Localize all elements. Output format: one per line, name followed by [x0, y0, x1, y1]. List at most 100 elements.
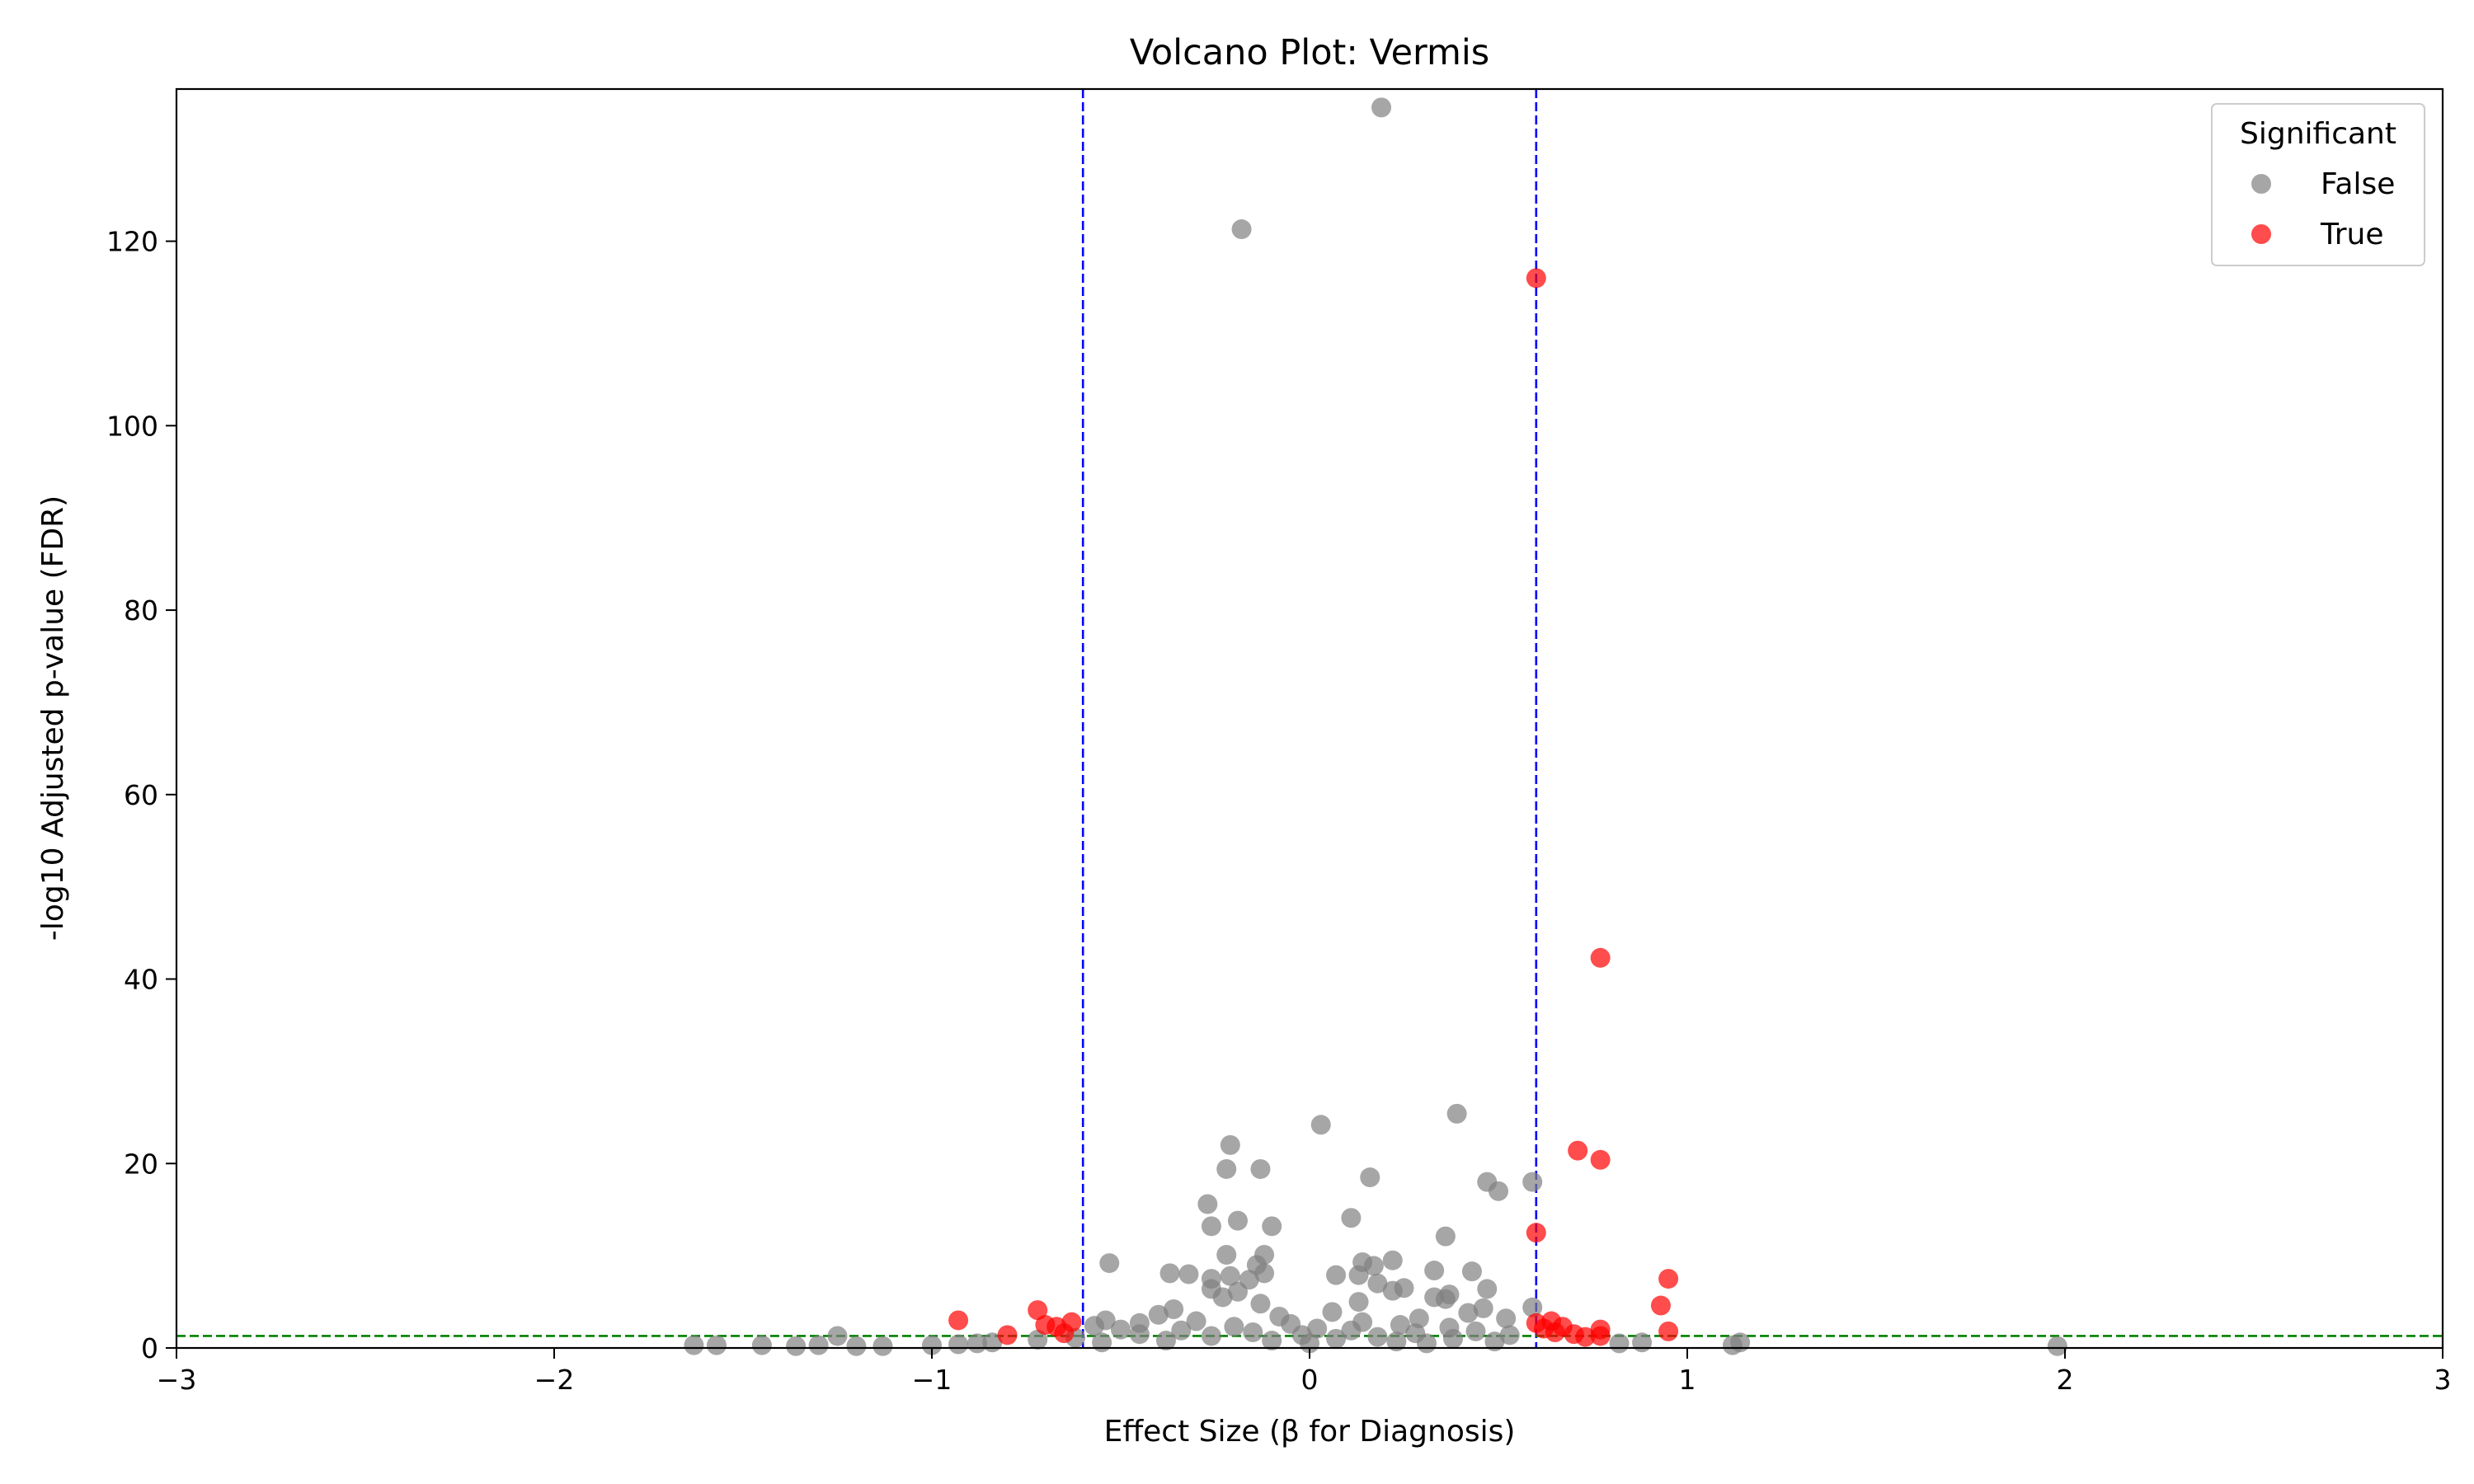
point-false-85: [1092, 1332, 1112, 1353]
point-false-23: [1363, 1256, 1384, 1276]
point-false-17: [1216, 1245, 1237, 1266]
point-false-66: [1171, 1320, 1192, 1341]
y-tick-label: 100: [106, 410, 158, 442]
y-axis-label: -log10 Adjusted p-value (FDR): [36, 495, 70, 941]
point-false-89: [684, 1335, 704, 1355]
point-false-71: [1129, 1324, 1150, 1345]
y-tick-label: 40: [124, 964, 158, 996]
point-false-56: [1186, 1311, 1206, 1331]
point-false-94: [846, 1336, 867, 1356]
point-false-51: [1148, 1304, 1169, 1325]
point-false-103: [2047, 1336, 2067, 1356]
y-tick-label: 120: [106, 226, 158, 258]
point-false-28: [1178, 1264, 1199, 1284]
point-false-27: [1254, 1263, 1275, 1284]
point-false-29: [1326, 1265, 1347, 1285]
point-false-48: [1473, 1298, 1493, 1318]
legend-marker-true: [2251, 224, 2271, 244]
point-false-60: [1390, 1315, 1410, 1336]
point-false-62: [1224, 1317, 1244, 1337]
point-false-100: [1632, 1332, 1653, 1353]
point-false-34: [1367, 1273, 1388, 1294]
point-false-4: [1220, 1134, 1240, 1155]
scatter-points: [684, 97, 2067, 1356]
point-true-1: [1590, 947, 1611, 968]
point-true-5: [1658, 1269, 1679, 1289]
x-axis: −3 −2 −1 0 1 2 3: [157, 1348, 2452, 1396]
chart-title: Volcano Plot: Vermis: [1130, 32, 1489, 73]
point-false-7: [1360, 1167, 1380, 1188]
point-true-21: [1575, 1327, 1596, 1347]
point-false-12: [1341, 1208, 1362, 1228]
point-false-54: [1496, 1308, 1517, 1329]
point-false-102: [1730, 1332, 1751, 1353]
legend-label-false: False: [2321, 167, 2395, 201]
x-tick-label: −3: [157, 1364, 197, 1396]
x-tick-label: −1: [912, 1364, 952, 1396]
point-false-73: [1499, 1325, 1520, 1345]
point-false-1: [1231, 219, 1252, 240]
point-false-2: [1446, 1103, 1467, 1124]
point-false-91: [751, 1335, 772, 1355]
point-false-9: [1522, 1172, 1543, 1192]
legend: Significant False True: [2211, 103, 2425, 266]
x-axis-label: Effect Size (β for Diagnosis): [1104, 1415, 1516, 1449]
point-false-26: [1159, 1263, 1180, 1284]
point-false-13: [1227, 1210, 1248, 1231]
point-true-18: [1545, 1322, 1565, 1342]
point-false-37: [1477, 1279, 1498, 1299]
point-false-92: [786, 1336, 807, 1356]
point-true-3: [1590, 1149, 1611, 1170]
legend-title: Significant: [2240, 117, 2396, 151]
x-tick-label: 0: [1301, 1364, 1319, 1396]
point-false-77: [1326, 1328, 1347, 1349]
point-false-10: [1489, 1181, 1508, 1201]
point-false-97: [948, 1334, 969, 1355]
legend-marker-false: [2251, 174, 2271, 194]
point-false-31: [1220, 1266, 1240, 1286]
point-false-43: [1435, 1289, 1456, 1309]
point-false-30: [1348, 1265, 1369, 1285]
point-false-25: [1461, 1261, 1482, 1282]
point-false-11: [1197, 1194, 1218, 1214]
y-tick-label: 0: [141, 1332, 158, 1364]
x-tick-label: 3: [2434, 1364, 2452, 1396]
point-false-38: [1227, 1281, 1248, 1302]
point-false-80: [1155, 1331, 1176, 1351]
point-false-96: [922, 1335, 942, 1355]
point-false-99: [1609, 1333, 1630, 1354]
y-tick-label: 60: [124, 779, 158, 811]
point-true-22: [1590, 1326, 1611, 1346]
point-false-68: [1465, 1321, 1486, 1341]
point-false-44: [1348, 1292, 1369, 1313]
point-false-24: [1424, 1261, 1445, 1281]
point-true-4: [1526, 1223, 1546, 1243]
point-false-61: [1084, 1316, 1104, 1336]
point-false-47: [1164, 1299, 1184, 1320]
x-tick-label: 1: [1679, 1364, 1696, 1396]
x-tick-label: 2: [2057, 1364, 2074, 1396]
point-false-41: [1212, 1287, 1233, 1308]
legend-label-true: True: [2320, 218, 2383, 251]
point-false-14: [1201, 1216, 1221, 1237]
point-false-5: [1216, 1158, 1237, 1179]
point-false-39: [1382, 1280, 1403, 1301]
point-false-19: [1382, 1250, 1403, 1270]
point-true-7: [1028, 1300, 1048, 1321]
point-false-95: [872, 1336, 893, 1356]
point-false-74: [1201, 1326, 1221, 1346]
point-false-75: [1367, 1327, 1388, 1347]
point-false-81: [1262, 1331, 1282, 1351]
point-false-50: [1458, 1303, 1479, 1323]
point-false-83: [1484, 1331, 1505, 1352]
point-false-78: [1443, 1328, 1464, 1349]
point-true-6: [1650, 1295, 1671, 1316]
point-false-93: [808, 1335, 829, 1355]
point-false-6: [1250, 1158, 1271, 1179]
point-true-8: [948, 1310, 969, 1331]
point-false-49: [1322, 1302, 1343, 1322]
point-false-67: [1341, 1320, 1362, 1341]
point-false-69: [1243, 1322, 1263, 1342]
